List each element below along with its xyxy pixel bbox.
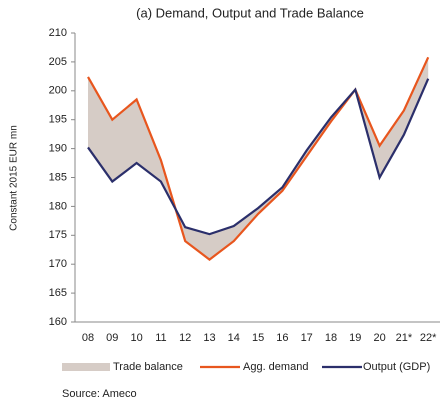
y-tick-label: 180 bbox=[49, 200, 67, 212]
x-tick-label: 11 bbox=[155, 332, 166, 344]
y-tick-label: 195 bbox=[49, 114, 67, 126]
legend-swatch bbox=[62, 363, 110, 371]
x-tick-label: 22* bbox=[420, 332, 437, 344]
trade-balance-area bbox=[88, 57, 429, 260]
x-tick-label: 19 bbox=[349, 332, 361, 344]
y-tick-label: 190 bbox=[49, 143, 67, 155]
x-tick-label: 20 bbox=[373, 332, 385, 344]
y-tick-label: 175 bbox=[49, 229, 67, 241]
chart-title: (a) Demand, Output and Trade Balance bbox=[136, 5, 364, 20]
x-tick-label: 15 bbox=[252, 332, 264, 344]
source: Source: Ameco bbox=[62, 388, 137, 400]
x-tick-label: 14 bbox=[228, 332, 240, 344]
legend-label: Agg. demand bbox=[243, 361, 308, 373]
y-tick-label: 160 bbox=[49, 316, 67, 328]
x-tick-label: 21* bbox=[396, 332, 413, 344]
x-tick-label: 13 bbox=[203, 332, 215, 344]
y-tick-label: 210 bbox=[49, 27, 67, 39]
x-tick-label: 16 bbox=[276, 332, 288, 344]
y-tick-label: 165 bbox=[49, 287, 67, 299]
series-line bbox=[87, 78, 430, 236]
x-tick-label: 10 bbox=[130, 332, 142, 344]
y-tick-label: 205 bbox=[49, 56, 67, 68]
series-line bbox=[87, 56, 430, 261]
legend-label: Output (GDP) bbox=[363, 361, 430, 373]
y-tick-label: 200 bbox=[49, 85, 67, 97]
x-tick-label: 12 bbox=[179, 332, 191, 344]
y-axis-label: Constant 2015 EUR mn bbox=[9, 125, 20, 231]
x-tick-label: 08 bbox=[82, 332, 94, 344]
y-tick-label: 170 bbox=[49, 258, 67, 270]
y-tick-label: 185 bbox=[49, 171, 67, 183]
x-tick-label: 09 bbox=[106, 332, 118, 344]
legend-label: Trade balance bbox=[113, 361, 183, 373]
x-tick-label: 18 bbox=[325, 332, 337, 344]
x-tick-label: 17 bbox=[301, 332, 313, 344]
